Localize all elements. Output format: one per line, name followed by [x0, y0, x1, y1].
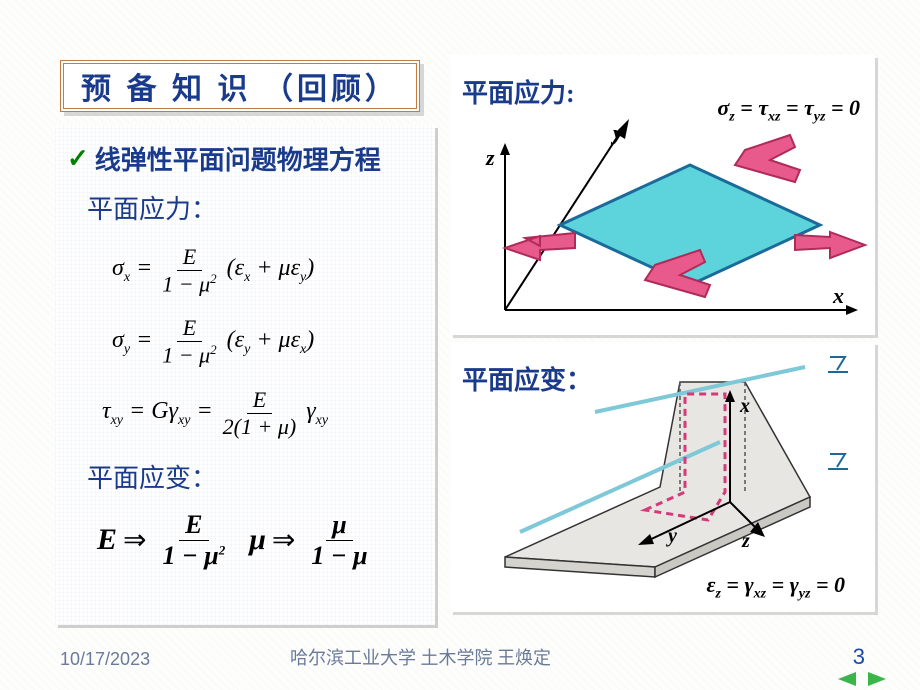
axis-x-label-2: x	[739, 395, 750, 417]
equation-sigma-x: σx = E 1 − μ2 (εx + μεy)	[112, 244, 423, 297]
footer-date: 10/17/2023	[60, 649, 150, 670]
slide-title: 预 备 知 识 （回顾）	[81, 64, 399, 108]
plane-strain-diagram: x y z	[450, 342, 875, 612]
eq4-frac1: E 1 − μ2	[156, 510, 231, 571]
right-top-panel: 平面应力: σz = τxz = τyz = 0 x y z	[450, 55, 875, 335]
page-number: 3	[853, 644, 865, 670]
subheading-stress: 平面应力：	[87, 189, 423, 226]
axis-y-label-2: y	[666, 525, 677, 547]
eq2-rhs: (εy + μεx)	[227, 327, 315, 358]
eq3-frac: E 2(1 + μ)	[217, 387, 303, 440]
eq3-rhs: γxy	[306, 398, 328, 429]
double-arrow-icon-2: ⇒	[272, 523, 295, 557]
double-arrow-icon: ⇒	[123, 523, 146, 557]
eq4-E: E	[97, 523, 117, 557]
eq2-lhs: σy =	[112, 327, 152, 358]
heading-row: ✓ 线弹性平面问题物理方程	[67, 140, 423, 177]
footer-institution: 哈尔滨工业大学 土木学院 王焕定	[290, 644, 551, 670]
equation-sigma-y: σy = E 1 − μ2 (εy + μεx)	[112, 315, 423, 368]
equation-tau-xy: τxy = Gγxy = E 2(1 + μ) γxy	[102, 387, 423, 440]
axis-x-label: x	[832, 283, 844, 308]
title-box: 预 备 知 识 （回顾）	[60, 60, 420, 112]
eq1-rhs: (εx + μεy)	[227, 255, 315, 286]
left-heading: 线弹性平面问题物理方程	[95, 140, 381, 177]
nav-arrows	[834, 670, 890, 688]
equation-substitution: E ⇒ E 1 − μ2 μ ⇒ μ 1 − μ	[97, 510, 423, 571]
prev-arrow-icon[interactable]	[834, 670, 858, 688]
eq3-lhs: τxy = Gγxy =	[102, 398, 213, 429]
axis-z-label: z	[485, 145, 495, 170]
right-bottom-panel: 平面应变： εz = γxz = γyz = 0 x	[450, 342, 875, 612]
eq1-lhs: σx =	[112, 255, 152, 286]
check-icon: ✓	[67, 144, 89, 174]
subheading-strain: 平面应变：	[87, 458, 423, 495]
axis-z-label-2: z	[741, 530, 750, 552]
eq2-frac: E 1 − μ2	[156, 315, 222, 368]
axis-y-label: y	[610, 120, 623, 145]
left-panel: ✓ 线弹性平面问题物理方程 平面应力： σx = E 1 − μ2 (εx + …	[55, 125, 435, 625]
plane-stress-diagram: x y z	[450, 55, 875, 335]
eq4-mu: μ	[249, 523, 266, 557]
eq4-frac2: μ 1 − μ	[305, 510, 373, 571]
eq1-frac: E 1 − μ2	[156, 244, 222, 297]
next-arrow-icon[interactable]	[866, 670, 890, 688]
